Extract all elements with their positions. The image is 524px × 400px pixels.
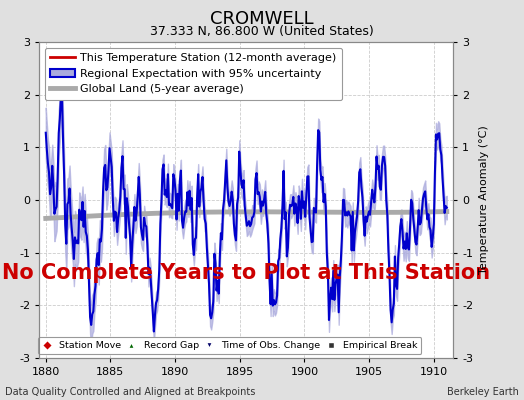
Text: Berkeley Earth: Berkeley Earth [447, 387, 519, 397]
Text: CROMWELL: CROMWELL [210, 10, 314, 28]
Text: No Complete Years to Plot at This Station: No Complete Years to Plot at This Statio… [2, 263, 490, 283]
Legend: Station Move, Record Gap, Time of Obs. Change, Empirical Break: Station Move, Record Gap, Time of Obs. C… [38, 337, 421, 354]
Text: Data Quality Controlled and Aligned at Breakpoints: Data Quality Controlled and Aligned at B… [5, 387, 256, 397]
Y-axis label: Temperature Anomaly (°C): Temperature Anomaly (°C) [479, 126, 489, 274]
Text: 37.333 N, 86.800 W (United States): 37.333 N, 86.800 W (United States) [150, 25, 374, 38]
